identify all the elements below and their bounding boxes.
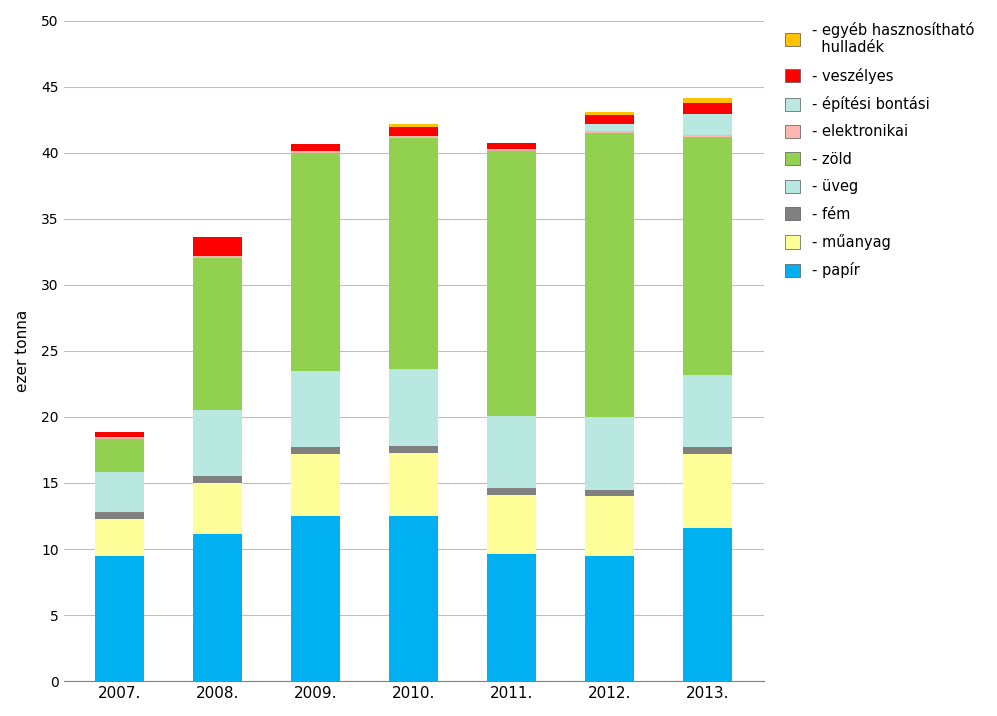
Bar <box>193 258 242 410</box>
Bar <box>585 417 634 490</box>
Bar <box>389 446 438 453</box>
Bar <box>96 556 145 681</box>
Bar <box>683 103 732 114</box>
Bar <box>585 556 634 681</box>
Bar <box>193 236 242 256</box>
Bar <box>585 490 634 496</box>
Y-axis label: ezer tonna: ezer tonna <box>15 310 30 392</box>
Bar <box>96 512 145 518</box>
Bar <box>585 131 634 132</box>
Bar <box>585 132 634 417</box>
Bar <box>683 114 732 135</box>
Bar <box>291 454 340 516</box>
Bar <box>488 415 536 488</box>
Bar <box>585 124 634 131</box>
Bar <box>683 454 732 528</box>
Bar <box>683 448 732 454</box>
Bar <box>291 371 340 448</box>
Bar <box>96 440 145 473</box>
Bar <box>488 554 536 681</box>
Bar <box>291 150 340 153</box>
Bar <box>96 518 145 556</box>
Bar <box>488 495 536 554</box>
Bar <box>193 410 242 476</box>
Bar <box>193 534 242 681</box>
Bar <box>585 112 634 115</box>
Bar <box>389 516 438 681</box>
Bar <box>585 115 634 124</box>
Bar <box>683 98 732 103</box>
Bar <box>488 151 536 415</box>
Bar <box>193 483 242 534</box>
Bar <box>193 476 242 483</box>
Bar <box>683 374 732 448</box>
Bar <box>488 488 536 495</box>
Bar <box>291 153 340 371</box>
Bar <box>389 369 438 446</box>
Bar <box>389 453 438 516</box>
Bar <box>585 496 634 556</box>
Bar <box>96 432 145 437</box>
Bar <box>389 127 438 136</box>
Bar <box>389 138 438 369</box>
Bar <box>488 142 536 150</box>
Bar <box>683 135 732 137</box>
Bar <box>291 516 340 681</box>
Bar <box>683 137 732 374</box>
Bar <box>291 144 340 150</box>
Bar <box>193 256 242 258</box>
Bar <box>488 150 536 151</box>
Bar <box>96 473 145 512</box>
Bar <box>96 437 145 440</box>
Bar <box>291 448 340 454</box>
Bar <box>389 124 438 127</box>
Legend: - egyéb hasznosítható
  hulladék, - veszélyes, - építési bontási, - elektronikai: - egyéb hasznosítható hulladék, - veszél… <box>778 14 981 286</box>
Bar <box>389 136 438 138</box>
Bar <box>683 528 732 681</box>
